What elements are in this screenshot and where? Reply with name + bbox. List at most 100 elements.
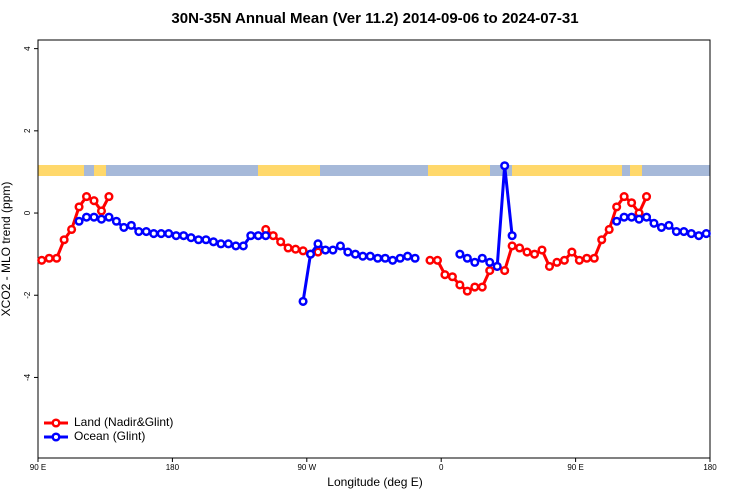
data-point bbox=[612, 202, 622, 212]
data-point bbox=[567, 247, 577, 257]
data-point bbox=[193, 235, 204, 245]
data-point bbox=[664, 220, 674, 230]
x-tick-label: 90 E bbox=[30, 463, 46, 472]
x-axis-label: Longitude (deg E) bbox=[327, 475, 422, 489]
plot-frame bbox=[37, 39, 711, 459]
data-point bbox=[298, 296, 308, 306]
data-point bbox=[507, 241, 517, 251]
data-point bbox=[104, 192, 114, 202]
data-point bbox=[208, 237, 219, 247]
x-tick-label: 90 W bbox=[297, 463, 316, 472]
legend-label: Land (Nadir&Glint) bbox=[74, 415, 173, 429]
data-point bbox=[589, 253, 599, 263]
data-point bbox=[59, 235, 69, 245]
data-point bbox=[455, 249, 465, 259]
data-point bbox=[119, 222, 129, 232]
data-point bbox=[96, 206, 107, 216]
data-point bbox=[544, 261, 555, 272]
land-mask-strip bbox=[38, 165, 710, 176]
data-point bbox=[627, 212, 637, 222]
data-point bbox=[395, 253, 405, 263]
data-point bbox=[89, 212, 99, 222]
data-point bbox=[582, 253, 592, 263]
data-point bbox=[612, 216, 622, 226]
x-tick-label: 180 bbox=[166, 463, 180, 472]
data-point bbox=[492, 261, 502, 272]
data-point bbox=[649, 218, 659, 228]
data-point bbox=[477, 282, 487, 292]
data-point bbox=[597, 235, 607, 245]
data-point bbox=[283, 243, 293, 253]
data-point bbox=[81, 212, 92, 222]
data-point bbox=[328, 245, 338, 255]
data-point bbox=[462, 253, 472, 263]
data-point bbox=[641, 212, 652, 222]
data-point bbox=[604, 224, 614, 235]
data-point bbox=[313, 247, 323, 257]
data-point bbox=[305, 249, 316, 259]
data-point bbox=[447, 272, 457, 282]
data-point bbox=[425, 255, 435, 265]
data-point bbox=[320, 245, 331, 255]
data-point bbox=[171, 231, 181, 241]
y-tick-label: 4 bbox=[23, 46, 32, 51]
data-point bbox=[403, 251, 413, 261]
data-point bbox=[246, 231, 256, 241]
data-point bbox=[485, 257, 495, 267]
data-point bbox=[201, 235, 211, 245]
data-point bbox=[500, 161, 510, 171]
y-tick-label: -2 bbox=[23, 291, 32, 299]
data-point bbox=[89, 196, 99, 206]
data-point bbox=[261, 231, 271, 241]
x-tick-label: 180 bbox=[703, 463, 717, 472]
x-tick-label: 0 bbox=[439, 463, 444, 472]
data-point bbox=[485, 266, 495, 276]
data-point bbox=[44, 253, 54, 263]
data-point bbox=[671, 226, 681, 237]
y-tick-label: -4 bbox=[23, 373, 32, 381]
data-point bbox=[634, 214, 644, 224]
data-point bbox=[522, 247, 532, 257]
data-point bbox=[619, 212, 629, 222]
data-point bbox=[313, 239, 323, 249]
data-point bbox=[111, 216, 121, 226]
data-point bbox=[67, 224, 77, 235]
data-point bbox=[477, 253, 487, 263]
data-point bbox=[515, 243, 525, 253]
data-point bbox=[380, 253, 390, 263]
series-line bbox=[430, 194, 648, 293]
data-point bbox=[96, 214, 107, 224]
data-point bbox=[440, 270, 450, 280]
data-point bbox=[253, 231, 263, 241]
data-point bbox=[74, 216, 84, 226]
data-point bbox=[641, 192, 652, 202]
y-tick-label: 0 bbox=[23, 210, 32, 215]
data-point bbox=[679, 226, 689, 237]
data-point bbox=[164, 229, 174, 239]
x-tick-label: 90 E bbox=[567, 463, 583, 472]
data-point bbox=[462, 286, 472, 296]
data-point bbox=[37, 255, 47, 265]
data-point bbox=[231, 241, 241, 251]
data-point bbox=[388, 255, 398, 265]
data-point bbox=[134, 226, 144, 237]
data-point bbox=[52, 253, 62, 263]
legend-marker bbox=[51, 432, 61, 442]
data-point bbox=[149, 229, 159, 239]
data-point bbox=[470, 257, 480, 267]
data-point bbox=[238, 241, 248, 251]
data-point bbox=[186, 233, 196, 243]
data-point bbox=[291, 244, 301, 254]
series-line bbox=[459, 165, 514, 269]
data-point bbox=[656, 222, 667, 232]
data-point bbox=[529, 249, 540, 259]
chart-title: 30N-35N Annual Mean (Ver 11.2) 2014-09-0… bbox=[171, 10, 578, 27]
data-point bbox=[470, 282, 480, 292]
data-point bbox=[156, 229, 166, 239]
data-point bbox=[701, 229, 711, 239]
data-point bbox=[104, 212, 114, 222]
data-point bbox=[552, 257, 562, 267]
data-point bbox=[410, 253, 420, 263]
data-point bbox=[343, 247, 353, 257]
